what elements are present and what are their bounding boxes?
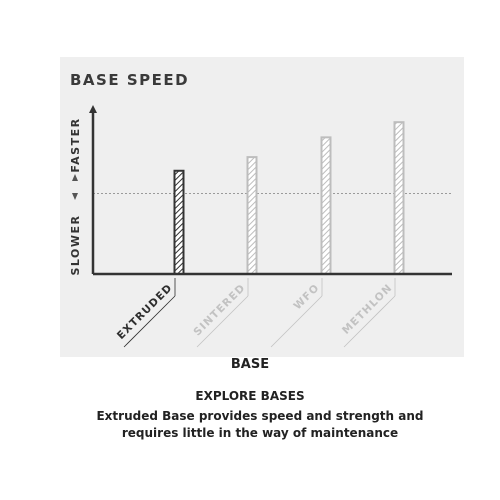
slower-arrow-icon	[72, 193, 78, 200]
x-label-sintered: SINTERED	[191, 282, 248, 339]
chart-title: BASE SPEED	[70, 71, 189, 89]
x-label-wfo: WFO	[292, 282, 323, 313]
x-label-extruded: EXTRUDED	[115, 282, 175, 342]
x-label-methlon: METHLON	[340, 282, 395, 337]
bar-extruded	[173, 169, 185, 275]
explore-description: Extruded Base provides speed and strengt…	[96, 409, 424, 440]
bar-methlon	[393, 121, 405, 275]
y-axis-arrow	[89, 105, 97, 113]
label-tail-methlon	[343, 295, 396, 348]
bar-sintered	[246, 156, 258, 275]
label-tail-sintered	[196, 295, 249, 348]
explore-heading: EXPLORE BASES	[195, 389, 305, 403]
x-axis-title: BASE	[230, 357, 270, 372]
y-label-faster: FASTER	[69, 117, 82, 172]
chart-panel: BASE SPEED FASTER SLOWER EXTRUDED SINTERED W…	[60, 57, 464, 357]
faster-arrow-icon	[72, 174, 78, 181]
y-label-slower: SLOWER	[69, 214, 82, 275]
bar-wfo	[320, 136, 332, 276]
bar-chart: BASE SPEED FASTER SLOWER EXTRUDED SINTERED W…	[69, 71, 452, 348]
label-tail-extruded	[123, 295, 176, 348]
label-tail-wfo	[270, 295, 323, 348]
